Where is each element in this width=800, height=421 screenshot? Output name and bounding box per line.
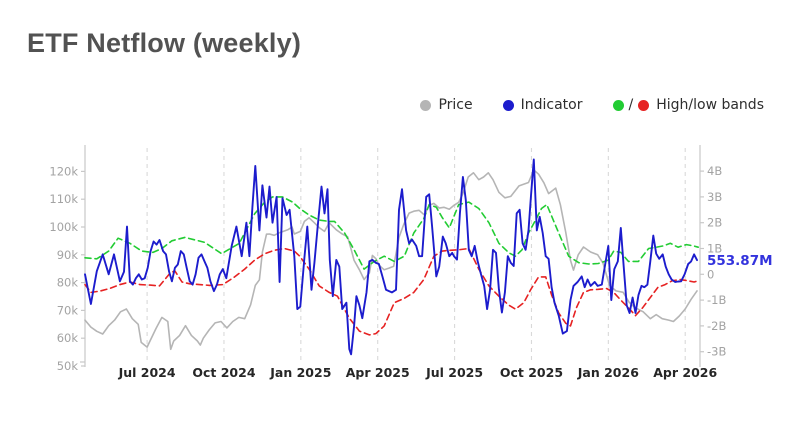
indicator-dot-icon [502,99,514,111]
left-axis-tick-label: 50k [57,359,79,373]
left-axis-tick-label: 110k [49,192,78,206]
band-separator: / [628,97,634,113]
right-axis-tick-label: -2B [707,319,726,333]
page-title: ETF Netflow (weekly) [27,28,302,58]
series-line-high-band [84,196,700,270]
left-axis-tick-label: 90k [57,248,79,262]
series-line-price [84,169,698,351]
left-axis-tick-label: 100k [49,220,78,234]
right-axis-tick-label: 3B [707,190,722,204]
legend-label-bands: High/low bands [656,97,764,113]
right-axis-tick-label: 1B [707,242,722,256]
legend-item-bands[interactable]: / High/low bands [612,97,764,113]
x-axis-tick-label: Apr 2025 [346,365,410,380]
left-axis-tick-label: 80k [57,276,79,290]
x-axis-tick-label: Oct 2024 [192,365,255,380]
legend-item-price[interactable]: Price [420,97,473,113]
low-band-dot-icon [638,99,650,111]
right-axis-tick-label: 0 [707,267,714,281]
right-axis-tick-label: -3B [707,345,726,359]
right-axis-tick-label: 4B [707,164,722,178]
indicator-current-value: 553.87M [707,253,773,269]
x-axis-tick-label: Jul 2025 [425,365,483,380]
price-dot-icon [420,99,432,111]
right-axis-tick-label: -1B [707,293,726,307]
x-axis-tick-label: Jan 2025 [269,365,331,380]
legend-item-indicator[interactable]: Indicator [502,97,583,113]
left-axis-tick-label: 70k [57,303,79,317]
x-axis-tick-label: Jan 2026 [577,365,639,380]
x-axis-tick-label: Apr 2026 [653,365,717,380]
series-line-low-band [84,247,700,336]
legend-label-indicator: Indicator [520,97,583,113]
x-axis-tick-label: Jul 2024 [118,365,176,380]
left-axis-tick-label: 120k [49,164,78,178]
series-line-indicator [84,158,698,356]
high-band-dot-icon [612,99,624,111]
legend-label-price: Price [438,97,473,113]
x-axis-tick-label: Oct 2025 [500,365,563,380]
right-axis-tick-label: 2B [707,216,722,230]
left-axis-tick-label: 60k [57,331,79,345]
chart-legend: Price Indicator / High/low bands [420,97,764,113]
